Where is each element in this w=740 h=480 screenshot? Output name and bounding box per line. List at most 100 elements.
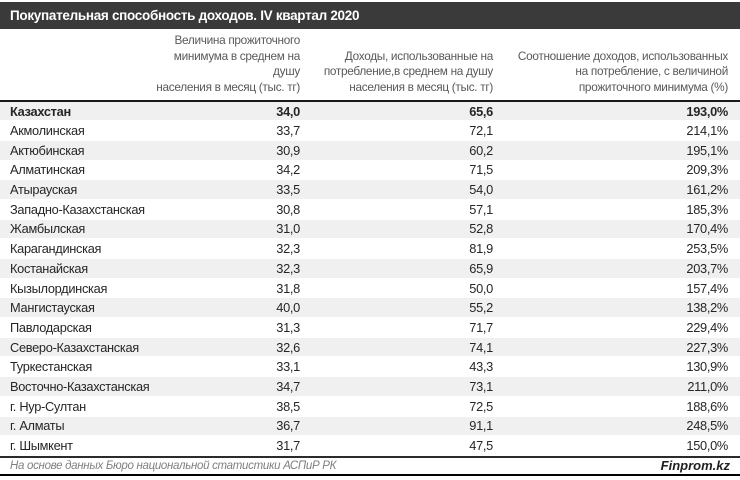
subsistence-minimum-cell: 33,7 xyxy=(150,120,305,141)
ratio-cell: 185,3% xyxy=(495,199,740,220)
consumption-income-cell: 71,7 xyxy=(305,317,495,338)
subsistence-minimum-cell: 30,9 xyxy=(150,140,305,161)
consumption-income-cell: 50,0 xyxy=(305,278,495,299)
consumption-income-cell: 72,5 xyxy=(305,396,495,417)
region-cell: Северо-Казахстанская xyxy=(0,337,150,358)
ratio-cell: 138,2% xyxy=(495,297,740,319)
region-cell: г. Алматы xyxy=(0,416,150,437)
region-cell: Акмолинская xyxy=(0,120,150,141)
ratio-cell: 214,1% xyxy=(495,120,740,141)
brand-logo-text: Finprom.kz xyxy=(660,458,730,474)
region-cell: Павлодарская xyxy=(0,317,150,338)
consumption-income-cell: 65,6 xyxy=(305,101,495,122)
subsistence-minimum-cell: 32,6 xyxy=(150,337,305,358)
consumption-income-cell: 57,1 xyxy=(305,199,495,220)
header-line: минимума в среднем на душу xyxy=(173,48,301,79)
column-header-region xyxy=(0,29,150,102)
ratio-cell: 150,0% xyxy=(495,435,740,456)
region-cell: Западно-Казахстанская xyxy=(0,199,150,220)
subsistence-minimum-cell: 31,8 xyxy=(150,278,305,299)
consumption-income-cell: 60,2 xyxy=(305,140,495,161)
ratio-cell: 253,5% xyxy=(495,238,740,259)
ratio-cell: 195,1% xyxy=(495,140,740,161)
ratio-cell: 170,4% xyxy=(495,219,740,240)
consumption-income-cell: 54,0 xyxy=(305,179,495,200)
page-title: Покупательная способность доходов. IV кв… xyxy=(0,2,740,29)
ratio-cell: 130,9% xyxy=(495,356,740,378)
consumption-income-cell: 47,5 xyxy=(305,435,495,456)
header-line: Величина прожиточного xyxy=(174,33,300,47)
subsistence-minimum-cell: 34,2 xyxy=(150,160,305,181)
header-line: потребление,в среднем на душу xyxy=(323,64,493,78)
header-line: населения в месяц (тыс. тг) xyxy=(156,79,300,94)
table-row: Алматинская 34,2 71,5 209,3% xyxy=(0,160,740,181)
column-header-subsistence-minimum: Величина прожиточного минимума в среднем… xyxy=(150,29,305,102)
table-row: Кызылординская 31,8 50,0 157,4% xyxy=(0,278,740,299)
consumption-income-cell: 74,1 xyxy=(305,337,495,358)
table-row-total: Казахстан 34,0 65,6 193,0% xyxy=(0,101,740,122)
table-row: Восточно-Казахстанская 34,7 73,1 211,0% xyxy=(0,376,740,397)
consumption-income-cell: 81,9 xyxy=(305,238,495,259)
region-cell: Костанайская xyxy=(0,258,150,279)
consumption-income-cell: 43,3 xyxy=(305,356,495,378)
table-row: г. Алматы 36,7 91,1 248,5% xyxy=(0,416,740,437)
subsistence-minimum-cell: 30,8 xyxy=(150,199,305,220)
ratio-cell: 161,2% xyxy=(495,179,740,200)
subsistence-minimum-cell: 40,0 xyxy=(150,297,305,319)
table-row: г. Нур-Султан 38,5 72,5 188,6% xyxy=(0,396,740,417)
column-header-ratio: Соотношение доходов, использованных на п… xyxy=(495,29,740,102)
consumption-income-cell: 52,8 xyxy=(305,219,495,240)
table-row: Костанайская 32,3 65,9 203,7% xyxy=(0,258,740,279)
region-cell: г. Нур-Султан xyxy=(0,396,150,417)
region-cell: Жамбылская xyxy=(0,219,150,240)
region-cell: г. Шымкент xyxy=(0,435,150,456)
ratio-cell: 248,5% xyxy=(495,416,740,437)
region-cell: Атырауская xyxy=(0,179,150,200)
table-row: Жамбылская 31,0 52,8 170,4% xyxy=(0,219,740,240)
table-row: г. Шымкент 31,7 47,5 150,0% xyxy=(0,435,740,456)
consumption-income-cell: 71,5 xyxy=(305,160,495,181)
subsistence-minimum-cell: 32,3 xyxy=(150,238,305,259)
region-cell: Казахстан xyxy=(0,101,150,122)
consumption-income-cell: 65,9 xyxy=(305,258,495,279)
consumption-income-cell: 72,1 xyxy=(305,120,495,141)
subsistence-minimum-cell: 32,3 xyxy=(150,258,305,279)
table-row: Атырауская 33,5 54,0 161,2% xyxy=(0,179,740,200)
subsistence-minimum-cell: 33,1 xyxy=(150,356,305,378)
subsistence-minimum-cell: 31,0 xyxy=(150,219,305,240)
table-row: Акмолинская 33,7 72,1 214,1% xyxy=(0,120,740,141)
header-line: Соотношение доходов, использованных xyxy=(517,48,728,63)
ratio-cell: 229,4% xyxy=(495,317,740,338)
footer: На основе данных Бюро национальной стати… xyxy=(0,455,740,476)
column-header-consumption-income: Доходы, использованные на потребление,в … xyxy=(305,29,495,102)
table-row: Северо-Казахстанская 32,6 74,1 227,3% xyxy=(0,337,740,358)
consumption-income-cell: 91,1 xyxy=(305,416,495,437)
region-cell: Туркестанская xyxy=(0,356,150,378)
subsistence-minimum-cell: 38,5 xyxy=(150,396,305,417)
region-cell: Алматинская xyxy=(0,160,150,181)
subsistence-minimum-cell: 31,3 xyxy=(150,317,305,338)
subsistence-minimum-cell: 31,7 xyxy=(150,435,305,456)
region-cell: Актюбинская xyxy=(0,140,150,161)
table-row: Западно-Казахстанская 30,8 57,1 185,3% xyxy=(0,199,740,220)
ratio-cell: 157,4% xyxy=(495,278,740,299)
consumption-income-cell: 73,1 xyxy=(305,376,495,397)
table-header-row: Величина прожиточного минимума в среднем… xyxy=(0,29,740,102)
ratio-cell: 209,3% xyxy=(495,160,740,181)
ratio-cell: 188,6% xyxy=(495,396,740,417)
header-line: прожиточного минимума (%) xyxy=(578,79,728,94)
header-line: Доходы, использованные на xyxy=(344,48,494,63)
header-line: населения в месяц (тыс. тг) xyxy=(349,79,493,94)
subsistence-minimum-cell: 34,0 xyxy=(150,101,305,122)
subsistence-minimum-cell: 33,5 xyxy=(150,179,305,200)
ratio-cell: 211,0% xyxy=(495,376,740,397)
subsistence-minimum-cell: 36,7 xyxy=(150,416,305,437)
table-row: Павлодарская 31,3 71,7 229,4% xyxy=(0,317,740,338)
ratio-cell: 193,0% xyxy=(495,101,740,122)
ratio-cell: 227,3% xyxy=(495,337,740,358)
header-line: на потребление, с величиной xyxy=(575,64,728,78)
table-row: Актюбинская 30,9 60,2 195,1% xyxy=(0,140,740,161)
consumption-income-cell: 55,2 xyxy=(305,297,495,319)
purchasing-power-table: Величина прожиточного минимума в среднем… xyxy=(0,29,740,456)
region-cell: Кызылординская xyxy=(0,278,150,299)
